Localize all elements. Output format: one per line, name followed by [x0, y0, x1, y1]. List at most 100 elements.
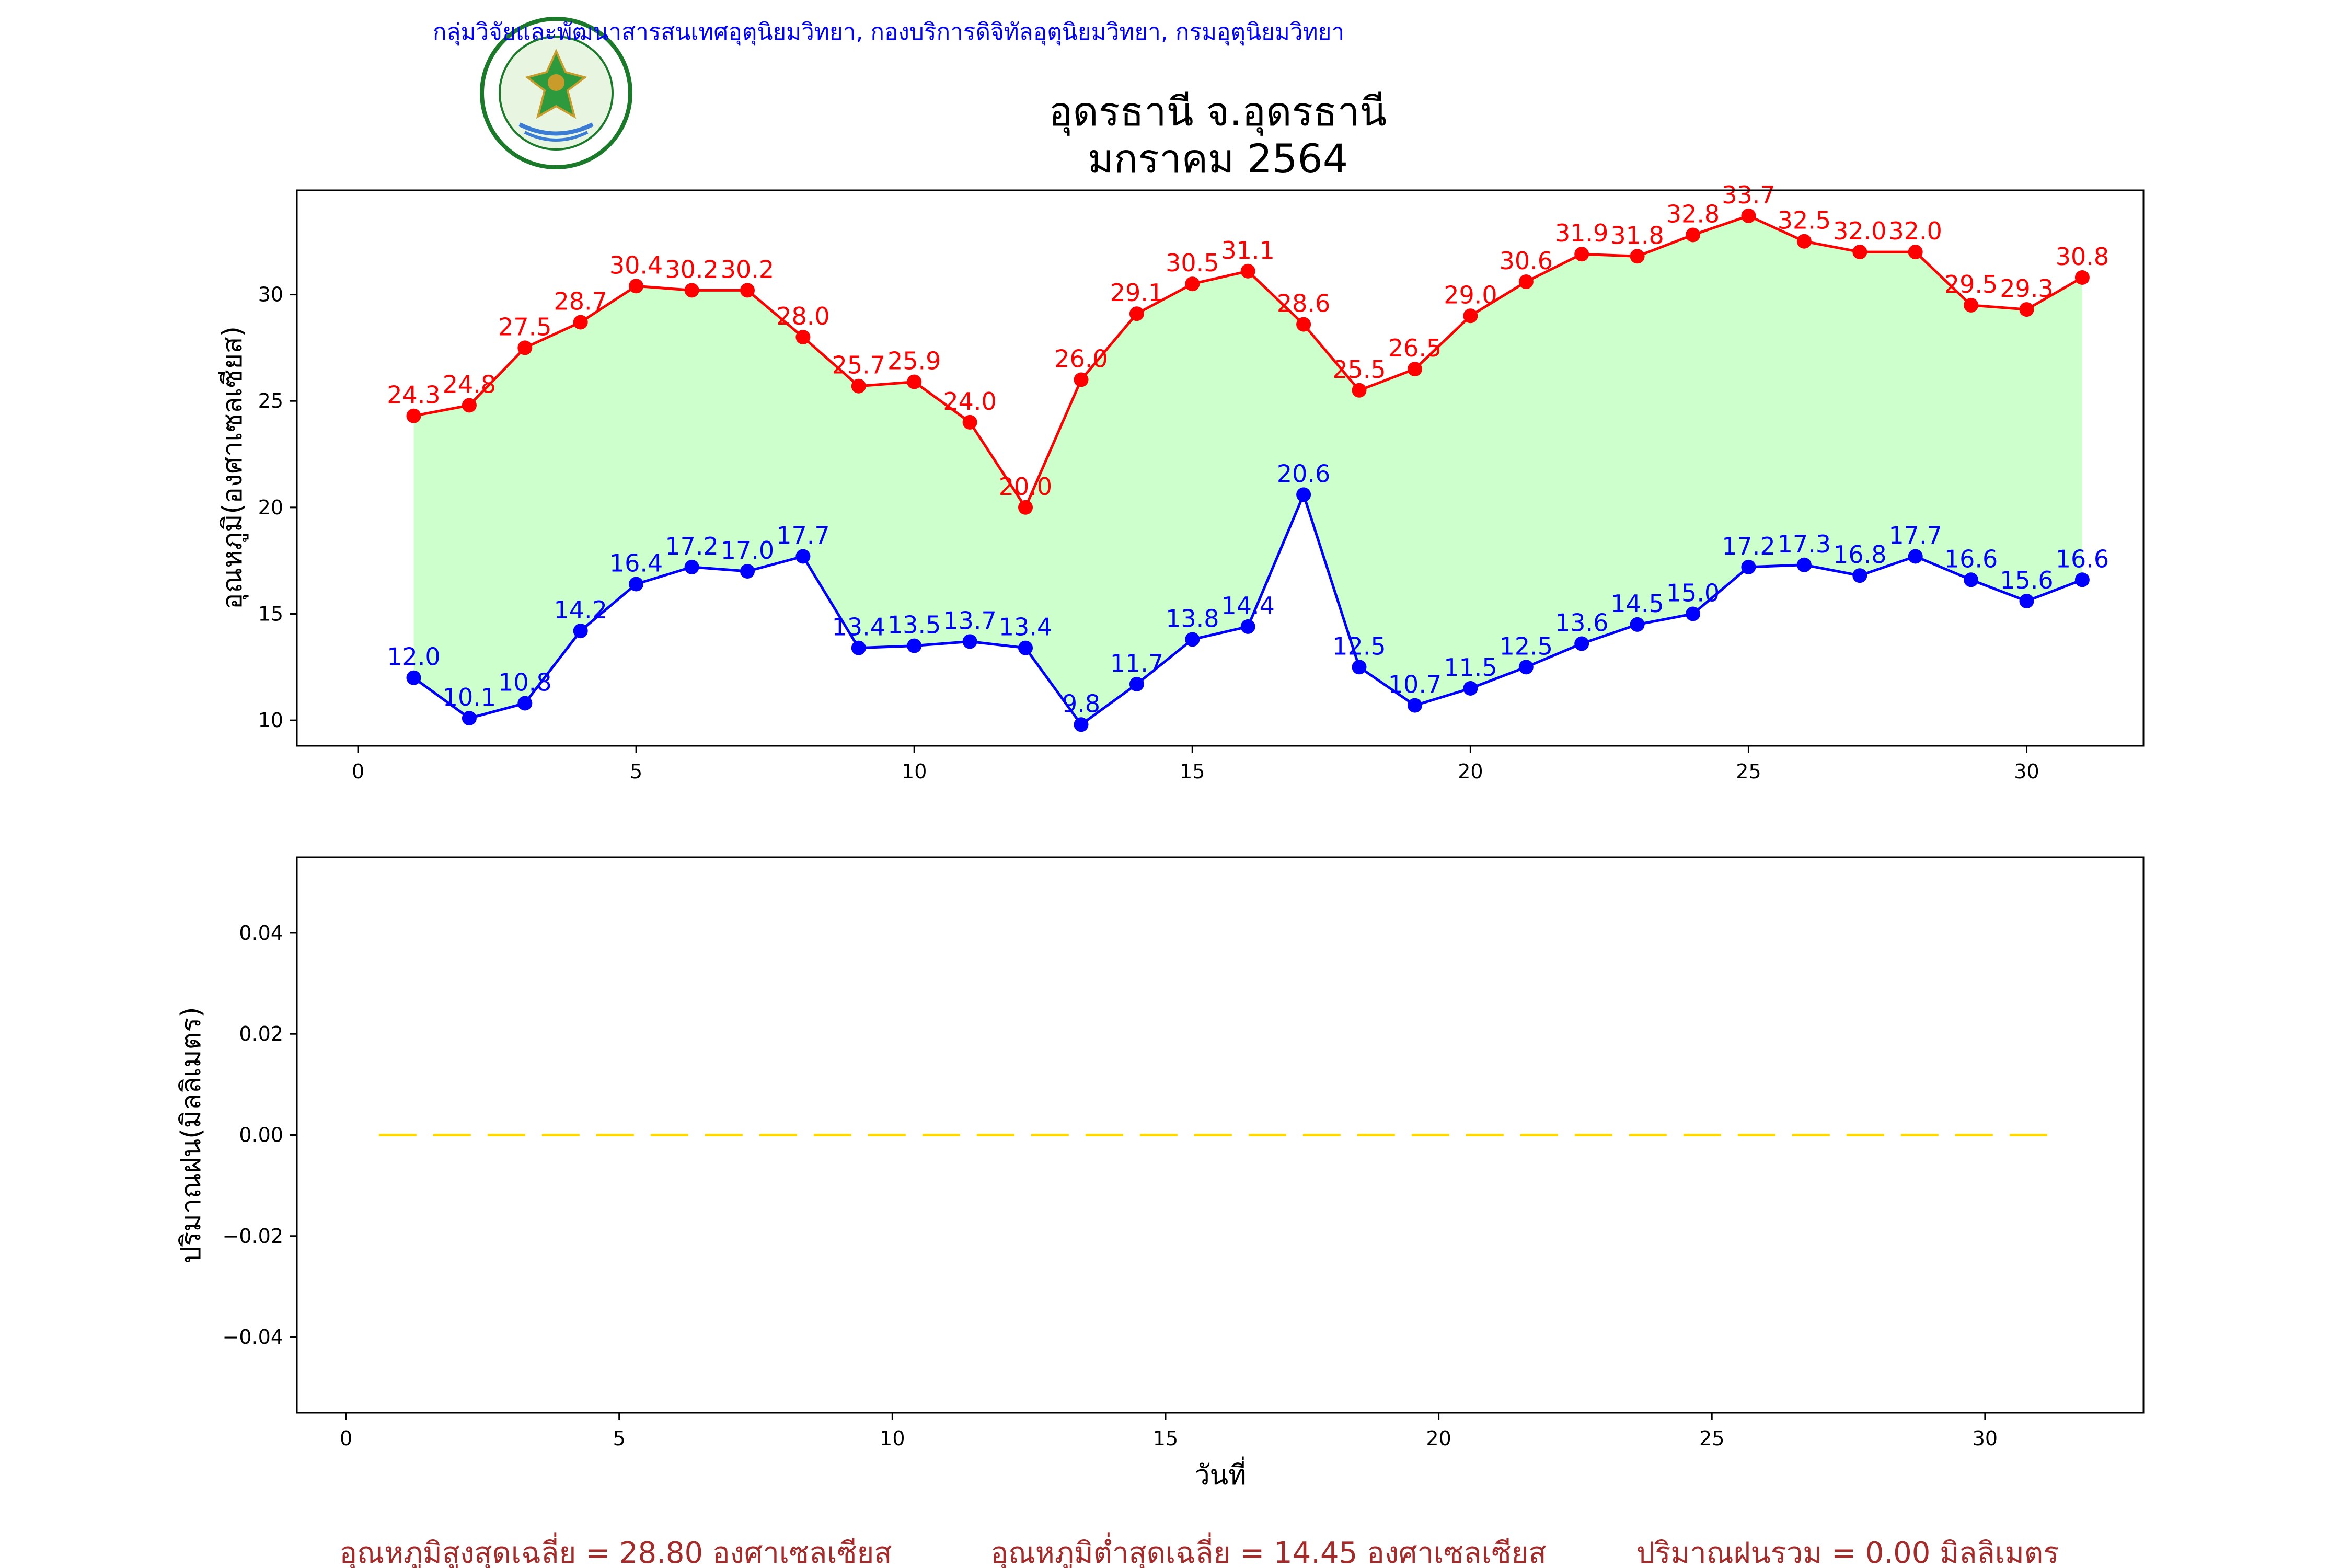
rainfall-y-axis: −0.04 −0.02 0.00 0.02 0.04 — [223, 921, 297, 1348]
min-temperature-point — [1852, 568, 1867, 583]
min-temperature-point — [1074, 717, 1089, 732]
max-temperature-point — [1463, 308, 1478, 324]
max-temperature-point — [2074, 270, 2090, 285]
min-temperature-label: 15.6 — [2000, 566, 2053, 594]
max-temperature-label: 24.8 — [443, 370, 496, 398]
max-temperature-label: 32.0 — [1833, 217, 1886, 245]
rainfall-y-tick-label: 0.00 — [239, 1124, 283, 1147]
temperature-range-fill — [413, 215, 2082, 725]
min-temperature-label: 15.0 — [1666, 579, 1720, 607]
rainfall-x-axis-label: วันที่ — [1194, 1456, 1246, 1491]
temperature-x-tick-label: 15 — [1180, 760, 1205, 783]
min-temperature-point — [684, 559, 699, 574]
max-temperature-label: 26.0 — [1054, 345, 1108, 373]
min-temperature-point — [517, 696, 533, 711]
min-temperature-point — [962, 634, 977, 649]
rainfall-x-tick-label: 15 — [1153, 1427, 1178, 1450]
min-temperature-point — [1240, 619, 1255, 634]
max-temperature-label: 29.5 — [1944, 270, 1998, 298]
min-temperature-label: 12.5 — [1500, 632, 1553, 660]
min-temperature-point — [1296, 487, 1311, 502]
temperature-y-tick-label: 30 — [258, 283, 283, 306]
max-temperature-point — [1741, 208, 1756, 223]
min-temperature-label: 13.4 — [999, 613, 1052, 641]
rainfall-y-tick-label: −0.04 — [223, 1325, 283, 1348]
min-temperature-label: 16.8 — [1833, 540, 1886, 569]
max-temperature-label: 29.0 — [1444, 281, 1497, 309]
rainfall-y-tick-label: −0.02 — [223, 1225, 283, 1248]
min-temperature-point — [740, 564, 755, 579]
min-temperature-label: 17.7 — [1888, 522, 1942, 550]
temperature-x-tick-label: 30 — [2014, 760, 2039, 783]
min-temperature-point — [1018, 640, 1033, 655]
min-temperature-label: 14.2 — [554, 596, 607, 624]
max-temperature-point — [740, 283, 755, 298]
min-temperature-point — [2019, 594, 2034, 608]
max-temperature-label: 28.0 — [776, 302, 829, 330]
min-temperature-point — [851, 640, 866, 655]
rainfall-y-axis-label: ปริมาณฝน(มิลลิเมตร) — [176, 1007, 207, 1263]
min-temperature-point — [406, 670, 421, 685]
max-temperature-point — [1796, 234, 1812, 249]
min-temperature-label: 17.3 — [1778, 530, 1831, 558]
min-temperature-label: 16.6 — [1944, 545, 1998, 573]
min-temperature-point — [795, 549, 811, 564]
max-temperature-point — [573, 315, 588, 330]
max-temperature-label: 31.9 — [1555, 219, 1608, 247]
max-temperature-label: 24.3 — [387, 381, 440, 409]
rainfall-x-axis: 0 5 10 15 20 25 30 — [340, 1413, 1998, 1450]
min-temperature-point — [1408, 698, 1422, 713]
min-temperature-label: 16.6 — [2056, 545, 2109, 573]
temperature-fill-area — [413, 215, 2082, 725]
min-temperature-point — [573, 624, 588, 639]
max-temperature-label: 30.4 — [609, 251, 663, 279]
rainfall-x-tick-label: 10 — [880, 1427, 905, 1450]
temperature-y-tick-label: 15 — [258, 602, 283, 625]
min-temperature-point — [1185, 632, 1200, 647]
rainfall-x-tick-label: 0 — [340, 1427, 352, 1450]
max-temperature-point — [1074, 372, 1089, 387]
max-temperature-label: 28.6 — [1277, 290, 1330, 318]
temperature-y-axis: 10 15 20 25 30 — [258, 283, 297, 732]
min-temperature-label: 9.8 — [1062, 689, 1100, 718]
max-temperature-label: 32.0 — [1888, 217, 1942, 245]
min-temperature-label: 13.6 — [1555, 609, 1608, 637]
min-temperature-point — [1463, 681, 1478, 696]
max-temperature-label: 24.0 — [943, 387, 996, 416]
min-temperature-point — [2074, 572, 2090, 587]
max-temperature-point — [684, 283, 699, 298]
min-temperature-label: 14.4 — [1221, 592, 1274, 620]
min-temperature-label: 13.5 — [887, 611, 941, 639]
rainfall-y-tick-label: 0.04 — [239, 921, 283, 944]
max-temperature-point — [1964, 297, 1979, 313]
max-temperature-point — [1240, 263, 1255, 279]
max-temperature-label: 31.8 — [1610, 221, 1664, 249]
summary-min-avg: อุณหภูมิต่ำสุดเฉลี่ย = 14.45 องศาเซลเซีย… — [990, 1532, 1546, 1568]
max-temperature-point — [1852, 245, 1867, 260]
min-temperature-label: 17.2 — [1722, 532, 1775, 560]
max-temperature-label: 29.1 — [1110, 279, 1163, 307]
temperature-y-axis-label: อุณหภูมิ(องศาเซลเซียส) — [217, 326, 249, 609]
min-temperature-label: 12.5 — [1332, 632, 1386, 660]
min-temperature-label: 10.7 — [1388, 671, 1442, 699]
max-temperature-label: 30.2 — [665, 255, 718, 283]
min-temperature-label: 12.0 — [387, 643, 440, 671]
min-temperature-point — [1129, 676, 1144, 691]
min-temperature-point — [1686, 606, 1700, 621]
rainfall-x-tick-label: 25 — [1699, 1427, 1724, 1450]
min-temperature-point — [462, 711, 477, 726]
max-temperature-point — [462, 398, 477, 413]
temperature-x-tick-label: 10 — [902, 760, 927, 783]
min-temperature-label: 17.2 — [665, 532, 718, 560]
temperature-x-axis: 0 5 10 15 20 25 30 — [352, 746, 2039, 783]
min-temperature-point — [1574, 636, 1589, 651]
max-temperature-point — [1018, 500, 1033, 515]
max-temperature-label: 32.8 — [1666, 200, 1720, 228]
max-temperature-point — [1296, 317, 1311, 332]
max-temperature-point — [1908, 245, 1923, 260]
max-temperature-point — [406, 408, 421, 423]
temperature-y-tick-label: 20 — [258, 496, 283, 519]
rainfall-chart: 0 5 10 15 20 25 30 −0.04 −0.02 0.00 0.02 0.04 ปริม… — [176, 856, 2145, 1491]
rainfall-y-tick-label: 0.02 — [239, 1022, 283, 1045]
